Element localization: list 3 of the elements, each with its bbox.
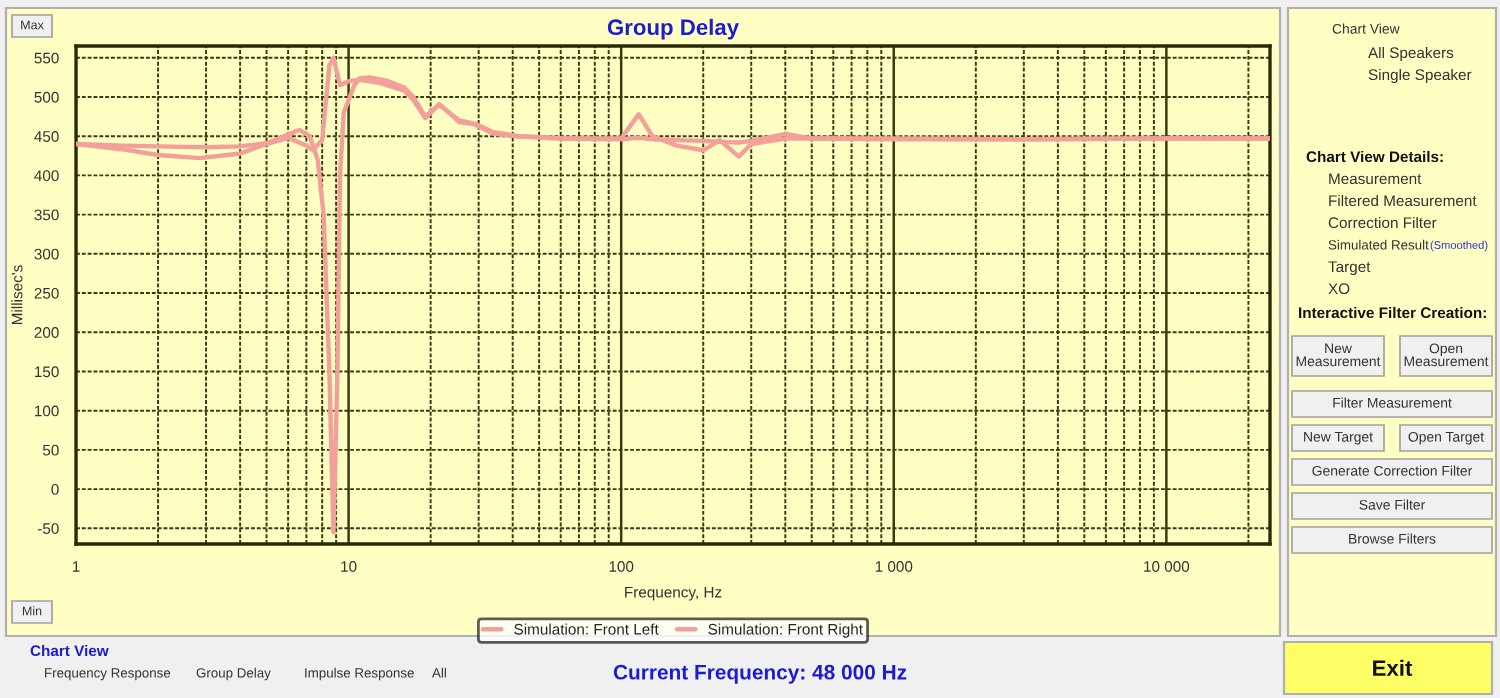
text: Exit xyxy=(1373,659,1413,676)
text: Current Frequency: 48 000 Hz xyxy=(613,664,907,684)
chart-title: Group Delay xyxy=(607,18,739,40)
